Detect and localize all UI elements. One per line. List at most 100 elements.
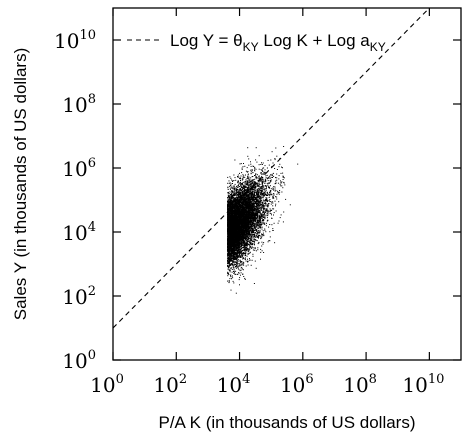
data-point: [246, 231, 248, 233]
data-point: [235, 257, 237, 259]
data-point: [260, 186, 262, 188]
data-point: [244, 247, 246, 249]
data-point: [231, 260, 232, 261]
data-point: [250, 242, 252, 244]
data-point: [246, 255, 248, 257]
data-point: [263, 172, 265, 174]
data-point: [262, 205, 264, 207]
data-point: [270, 188, 272, 190]
data-point: [246, 184, 248, 186]
data-point: [246, 234, 248, 236]
data-point: [243, 175, 245, 177]
data-point: [252, 231, 254, 232]
data-point: [266, 191, 268, 193]
data-point: [233, 262, 235, 264]
data-point: [232, 194, 234, 196]
data-point: [265, 179, 267, 181]
data-point: [257, 211, 259, 213]
data-point: [235, 258, 237, 260]
data-point: [232, 252, 234, 254]
data-point: [255, 203, 257, 204]
data-point: [251, 231, 253, 233]
data-point: [240, 175, 242, 177]
data-point: [237, 261, 238, 263]
data-point: [238, 279, 240, 281]
data-point: [269, 231, 271, 233]
data-point: [259, 203, 261, 205]
data-point: [275, 203, 277, 205]
data-point: [256, 226, 258, 228]
data-point: [271, 194, 273, 196]
data-point: [261, 184, 263, 186]
data-point: [230, 257, 232, 259]
data-point: [241, 240, 243, 242]
data-point: [236, 192, 238, 194]
data-point: [244, 189, 245, 191]
data-point: [245, 200, 247, 202]
data-point: [268, 204, 270, 206]
data-point: [266, 185, 268, 187]
data-point: [254, 247, 256, 249]
data-point: [249, 190, 251, 192]
data-point: [242, 166, 244, 168]
data-point: [258, 176, 260, 178]
data-point: [249, 220, 251, 222]
data-point: [254, 239, 256, 241]
data-point: [228, 200, 230, 202]
data-point: [244, 189, 245, 191]
data-point: [241, 192, 243, 194]
data-point: [257, 243, 259, 245]
data-point: [236, 267, 238, 269]
data-point: [257, 205, 259, 207]
data-point: [263, 189, 265, 191]
data-point: [273, 194, 275, 196]
data-point: [248, 224, 250, 226]
data-point: [262, 230, 264, 232]
data-point: [262, 206, 264, 208]
data-point: [278, 178, 280, 180]
data-point: [264, 207, 266, 209]
data-point: [242, 256, 244, 258]
data-point: [250, 185, 252, 187]
data-point: [234, 186, 236, 188]
data-point: [234, 267, 236, 269]
data-point: [231, 263, 233, 265]
data-point: [255, 208, 257, 210]
data-point: [255, 227, 257, 229]
data-point: [245, 194, 247, 196]
data-point: [243, 202, 245, 203]
data-point: [239, 250, 241, 252]
data-point: [269, 191, 271, 193]
data-point: [252, 242, 254, 244]
data-point: [246, 247, 247, 249]
data-point: [232, 260, 234, 262]
data-point: [239, 250, 241, 252]
data-point: [263, 215, 265, 217]
data-point: [244, 278, 246, 280]
data-point: [235, 198, 237, 199]
data-point: [249, 195, 251, 197]
data-point: [249, 242, 251, 244]
data-point: [230, 206, 232, 207]
data-point: [256, 240, 258, 242]
data-point: [248, 244, 250, 246]
data-point: [243, 206, 245, 208]
data-point: [235, 266, 236, 267]
data-point: [268, 185, 270, 187]
data-point: [230, 260, 232, 261]
data-point: [250, 163, 252, 165]
data-point: [238, 272, 240, 274]
data-point: [248, 223, 250, 225]
data-point: [263, 214, 265, 216]
data-point: [282, 176, 284, 178]
data-point: [237, 185, 239, 187]
data-point: [261, 216, 263, 218]
data-point: [233, 251, 235, 253]
data-point: [263, 209, 265, 210]
data-point: [259, 188, 261, 190]
data-point: [264, 210, 266, 212]
data-point: [266, 220, 268, 222]
data-point: [250, 264, 252, 266]
data-point: [249, 200, 250, 202]
data-point: [251, 185, 253, 187]
